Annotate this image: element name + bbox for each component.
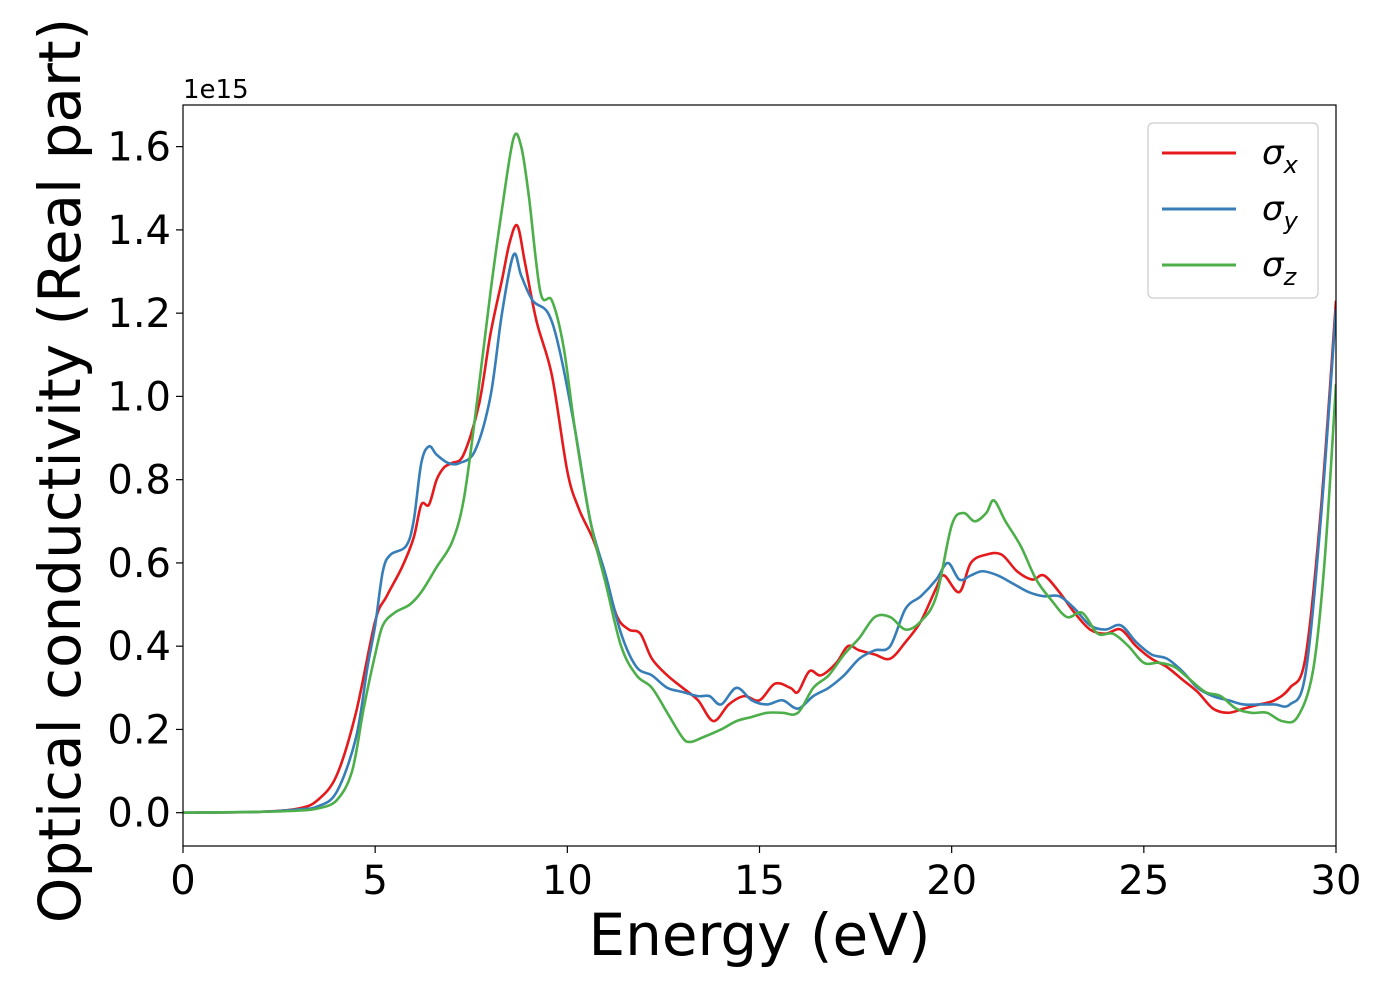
y-axis-ticks: 0.0 0.2 0.4 0.6 0.8 1.0 1.2 1.4 1.6 <box>107 125 183 837</box>
plot-area <box>183 105 1336 846</box>
x-tick-label: 30 <box>1311 858 1362 904</box>
y-tick-label: 0.2 <box>107 707 171 753</box>
series-layer <box>183 132 1336 814</box>
y-tick-label: 0.8 <box>107 458 171 504</box>
y-axis-offset-label: 1e15 <box>183 75 249 105</box>
legend: σx σy σz <box>1147 122 1319 299</box>
legend-label-z: σz <box>1262 245 1298 291</box>
y-tick-label: 1.0 <box>107 374 171 420</box>
y-axis-label: Optical conductivity (Real part) <box>26 18 94 923</box>
x-axis-ticks: 0 5 10 15 20 25 30 <box>170 846 1361 904</box>
series-line-y <box>183 252 1336 814</box>
x-tick-label: 0 <box>170 858 195 904</box>
x-tick-label: 25 <box>1118 858 1169 904</box>
y-tick-label: 1.6 <box>107 125 171 171</box>
legend-label-x: σx <box>1262 133 1299 179</box>
y-tick-label: 0.6 <box>107 541 171 587</box>
x-tick-label: 15 <box>734 858 785 904</box>
series-line-x <box>183 223 1336 814</box>
series-line-z <box>183 132 1336 814</box>
x-axis-label: Energy (eV) <box>588 901 930 969</box>
x-tick-label: 5 <box>362 858 387 904</box>
x-tick-label: 10 <box>542 858 593 904</box>
y-tick-label: 1.4 <box>107 208 171 254</box>
y-tick-label: 1.2 <box>107 291 171 337</box>
x-tick-label: 20 <box>926 858 977 904</box>
legend-label-y: σy <box>1262 189 1299 235</box>
y-tick-label: 0.4 <box>107 624 171 670</box>
y-tick-label: 0.0 <box>107 791 171 837</box>
